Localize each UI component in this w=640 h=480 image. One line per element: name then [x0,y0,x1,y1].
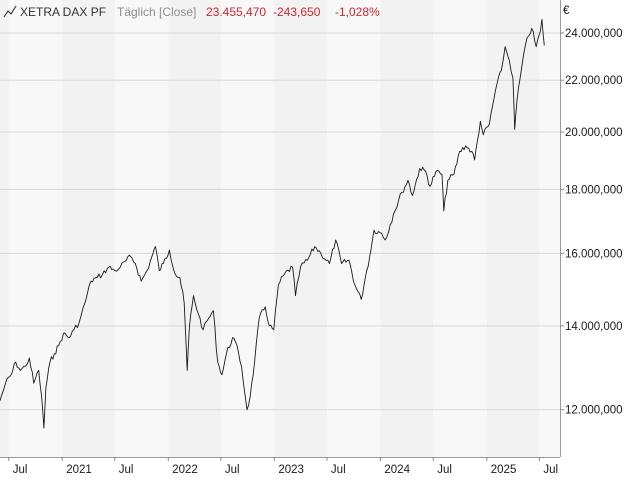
x-tick-label: 2024 [384,464,410,476]
y-tick-label: 14.000,000 [565,321,623,333]
y-axis-unit: € [563,5,570,17]
background-band [433,0,487,457]
x-axis: Jul 2021 Jul 2022 Jul 2023 Jul 2024 Jul 2025 Jul [8,457,558,476]
y-tick-label: 20.000,000 [565,127,623,139]
x-tick-label: 2022 [172,464,198,476]
x-tick-label: Jul [13,464,28,476]
price-change: -243,650 [273,5,321,19]
background-band [380,0,434,457]
x-tick-label: Jul [543,464,558,476]
x-tick-label: 2023 [278,464,304,476]
line-chart-icon [3,5,17,18]
svg-text:XETRA DAX PF Täglich [Cl: XETRA DAX PF Täglich [Close] 23.455,470 … [20,5,380,19]
background-band [8,0,63,457]
background-band [114,0,169,457]
grid-lines [0,32,560,411]
header: XETRA DAX PF Täglich [Close] 23.455,470 … [3,5,380,19]
y-tick-label: 18.000,000 [565,184,623,196]
x-tick-label: 2021 [66,464,92,476]
y-axis: 12.000,000 14.000,000 16.000,000 18.000,000… [560,28,623,417]
price-line [0,19,545,429]
background-band [62,0,115,457]
x-tick-label: Jul [119,464,134,476]
x-tick-label: Jul [437,464,452,476]
plot-border [0,0,561,458]
y-tick-label: 16.000,000 [565,248,623,260]
background-band [0,0,9,457]
y-tick-label: 24.000,000 [565,28,623,40]
background-bands [0,0,560,457]
series-layer [0,19,545,429]
background-band [168,0,221,457]
x-tick-label: Jul [331,464,346,476]
interval-label: Täglich [Close] [117,5,196,19]
price-change-percent: -1,028% [335,5,380,19]
background-band [220,0,275,457]
instrument-name: XETRA DAX PF [20,5,106,19]
background-band [274,0,327,457]
x-tick-label: 2025 [491,464,517,476]
x-tick-label: Jul [225,464,240,476]
background-band [486,0,540,457]
y-tick-label: 22.000,000 [565,75,623,87]
y-tick-label: 12.000,000 [565,405,623,417]
background-band [326,0,381,457]
last-price: 23.455,470 [206,5,266,19]
background-band [539,0,560,457]
